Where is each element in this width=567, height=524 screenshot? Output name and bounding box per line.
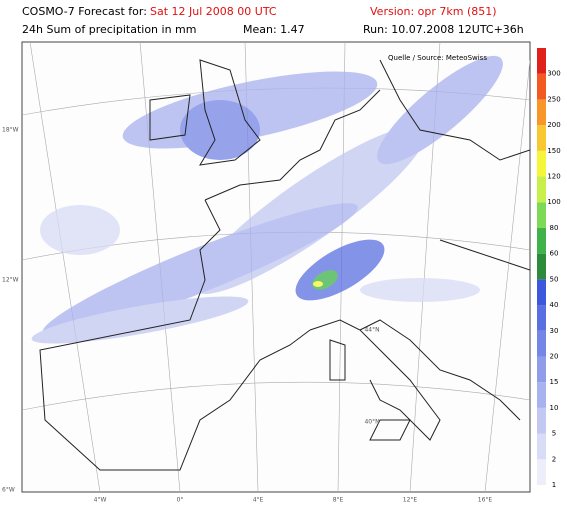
colorbar-swatch: [537, 305, 546, 331]
latitude-label: 40°N: [364, 419, 379, 426]
colorbar-label: 5: [552, 430, 556, 438]
graticule-labels: 18°W 12°W 6°W 4°W 0° 4°E 8°E 12°E 16°E 44°N 40°N: [2, 127, 492, 504]
colorbar-label: 100: [547, 198, 560, 206]
longitude-label: 4°W: [94, 497, 107, 504]
colorbar-swatch: [537, 176, 546, 203]
latitude-label: 6°W: [2, 487, 15, 494]
colorbar-swatch: [537, 99, 546, 126]
colorbar-swatch: [537, 150, 546, 177]
map: Quelle / Source: MeteoSwiss: [21, 41, 531, 493]
header-mean: Mean: 1.47: [243, 23, 305, 36]
header-version: Version: opr 7km (851): [370, 5, 497, 18]
colorbar-label: 20: [550, 352, 559, 360]
latitude-label: 44°N: [364, 327, 379, 334]
colorbar-label: 30: [550, 327, 559, 335]
header-valid: Sat 12 Jul 2008 00 UTC: [150, 5, 277, 18]
longitude-label: 8°E: [333, 497, 344, 504]
colorbar-label: 120: [547, 173, 560, 181]
header-prefix: COSMO-7 Forecast for:: [22, 5, 147, 18]
colorbar-label: 15: [550, 378, 559, 386]
colorbar-swatch: [537, 279, 546, 306]
colorbar: 1 2 5 10 15 20 30 40 50 60 80 100 120 150 200 250 300: [537, 48, 561, 489]
colorbar-swatch: [537, 433, 546, 460]
header-run: Run: 10.07.2008 12UTC+36h: [363, 23, 524, 36]
longitude-label: 4°E: [253, 497, 264, 504]
latitude-label: 12°W: [2, 277, 19, 284]
colorbar-label: 300: [547, 70, 560, 78]
colorbar-swatch: [537, 125, 546, 151]
colorbar-swatch: [537, 356, 546, 383]
latitude-label: 18°W: [2, 127, 19, 134]
colorbar-swatch: [537, 382, 546, 408]
colorbar-label: 150: [547, 147, 560, 155]
colorbar-label: 80: [550, 224, 559, 232]
colorbar-swatch: [537, 227, 546, 254]
colorbar-label: 40: [550, 301, 559, 309]
longitude-label: 0°: [177, 497, 184, 504]
colorbar-label: 10: [550, 404, 559, 412]
colorbar-swatch: [537, 459, 546, 485]
colorbar-label: 50: [550, 275, 559, 283]
colorbar-swatch: [537, 330, 546, 357]
coastlines: [39, 59, 530, 471]
colorbar-label: 2: [552, 455, 556, 463]
colorbar-label: 1: [552, 481, 556, 489]
colorbar-swatch: [537, 202, 546, 228]
colorbar-label: 60: [550, 250, 559, 258]
longitude-label: 12°E: [403, 497, 418, 504]
colorbar-swatch: [537, 253, 546, 280]
colorbar-swatch: [537, 407, 546, 434]
colorbar-swatch: [537, 73, 546, 100]
colorbar-swatch: [537, 48, 546, 74]
source-note: Quelle / Source: MeteoSwiss: [388, 54, 487, 62]
precipitation: [31, 55, 503, 344]
header-field: 24h Sum of precipitation in mm: [22, 23, 196, 36]
colorbar-label: 250: [547, 95, 560, 103]
longitude-label: 16°E: [478, 497, 493, 504]
colorbar-label: 200: [547, 121, 560, 129]
